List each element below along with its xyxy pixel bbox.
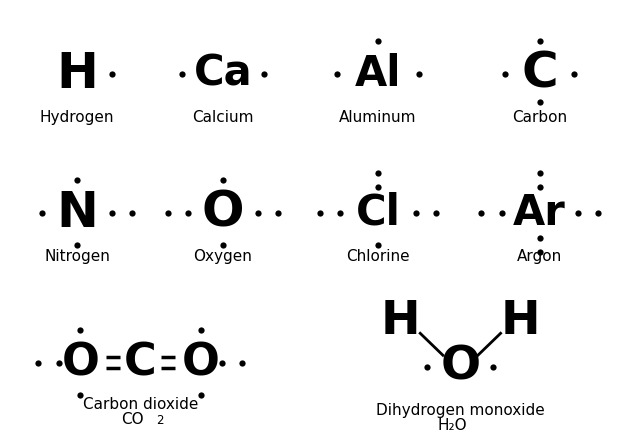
Text: Carbon: Carbon [512, 110, 567, 124]
Text: Al: Al [355, 53, 401, 95]
Text: O: O [182, 341, 220, 384]
Text: Chlorine: Chlorine [346, 249, 410, 264]
Text: C: C [521, 50, 558, 98]
Text: H: H [56, 50, 98, 98]
Text: Ar: Ar [513, 192, 566, 234]
Text: Argon: Argon [517, 249, 562, 264]
Text: O: O [202, 189, 244, 237]
Text: Cl: Cl [356, 192, 401, 234]
Text: N: N [56, 189, 98, 237]
Text: Nitrogen: Nitrogen [44, 249, 110, 264]
Text: CO: CO [121, 412, 144, 427]
Text: H: H [381, 299, 420, 344]
Text: Aluminum: Aluminum [339, 110, 417, 124]
Text: Oxygen: Oxygen [193, 249, 252, 264]
Text: O: O [440, 345, 480, 389]
Text: Carbon dioxide: Carbon dioxide [83, 396, 198, 412]
Text: Hydrogen: Hydrogen [40, 110, 114, 124]
Text: 2: 2 [155, 414, 163, 427]
Text: Dihydrogen monoxide: Dihydrogen monoxide [376, 403, 545, 418]
Text: C: C [124, 341, 157, 384]
Text: Calcium: Calcium [192, 110, 254, 124]
Text: Ca: Ca [193, 53, 252, 95]
Text: H₂O: H₂O [438, 418, 467, 433]
Text: H: H [501, 299, 541, 344]
Text: O: O [61, 341, 99, 384]
